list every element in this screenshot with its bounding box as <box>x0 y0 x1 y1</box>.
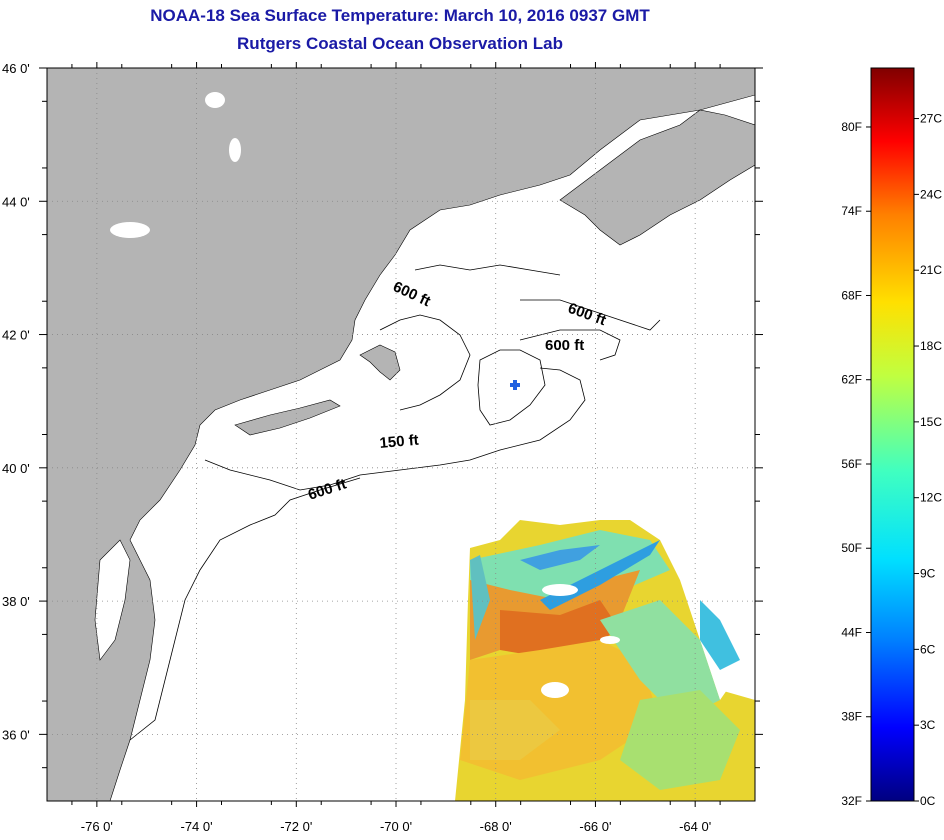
lat-tick-label: 46 0' <box>2 61 30 76</box>
colorbar-c-label: 15C <box>920 415 942 429</box>
colorbar-f-label: 38F <box>841 710 862 724</box>
colorbar-f-label: 44F <box>841 625 862 639</box>
colorbar-f-label: 32F <box>841 794 862 808</box>
lakes <box>110 92 241 238</box>
lat-tick-label: 40 0' <box>2 461 30 476</box>
lat-tick-label: 36 0' <box>2 727 30 742</box>
gridlines <box>47 68 755 801</box>
contour-label: 600 ft <box>545 337 584 354</box>
colorbar-f-label: 80F <box>841 120 862 134</box>
colorbar <box>870 67 915 802</box>
colorbar-labels: 80F 74F 68F 62F 56F 50F 44F 38F 32F 27C 24C 21C 18C 1… <box>841 112 942 808</box>
colorbar-c-label: 9C <box>920 567 936 581</box>
lat-tick-label: 42 0' <box>2 328 30 343</box>
colorbar-c-label: 27C <box>920 112 942 126</box>
colorbar-c-label: 18C <box>920 339 942 353</box>
lon-tick-label: -76 0' <box>81 819 113 834</box>
colorbar-f-label: 62F <box>841 373 862 387</box>
land <box>47 68 755 801</box>
lon-tick-label: -64 0' <box>679 819 711 834</box>
colorbar-f-label: 68F <box>841 288 862 302</box>
depth-contours <box>129 264 661 741</box>
colorbar-c-label: 21C <box>920 263 942 277</box>
lon-tick-label: -68 0' <box>480 819 512 834</box>
colorbar-c-label: 12C <box>920 491 942 505</box>
colorbar-f-label: 50F <box>841 541 862 555</box>
colorbar-c-label: 0C <box>920 794 936 808</box>
lat-tick-label: 38 0' <box>2 594 30 609</box>
axis-ticks: -76 0' -74 0' -72 0' -70 0' -68 0' -66 0' -64 … <box>2 61 763 834</box>
colorbar-f-label: 74F <box>841 204 862 218</box>
map-title: NOAA-18 Sea Surface Temperature: March 1… <box>150 6 650 25</box>
lon-tick-label: -74 0' <box>181 819 213 834</box>
lon-tick-label: -66 0' <box>579 819 611 834</box>
colorbar-c-label: 24C <box>920 187 942 201</box>
lon-tick-label: -70 0' <box>380 819 412 834</box>
colorbar-c-label: 3C <box>920 718 936 732</box>
lat-tick-label: 44 0' <box>2 194 30 209</box>
buoy-marker <box>510 380 520 390</box>
lon-tick-label: -72 0' <box>280 819 312 834</box>
colorbar-f-label: 56F <box>841 457 862 471</box>
map-subtitle: Rutgers Coastal Ocean Observation Lab <box>237 34 563 53</box>
sst-swath <box>455 520 755 801</box>
contour-label: 150 ft <box>379 432 420 452</box>
colorbar-c-label: 6C <box>920 642 936 656</box>
